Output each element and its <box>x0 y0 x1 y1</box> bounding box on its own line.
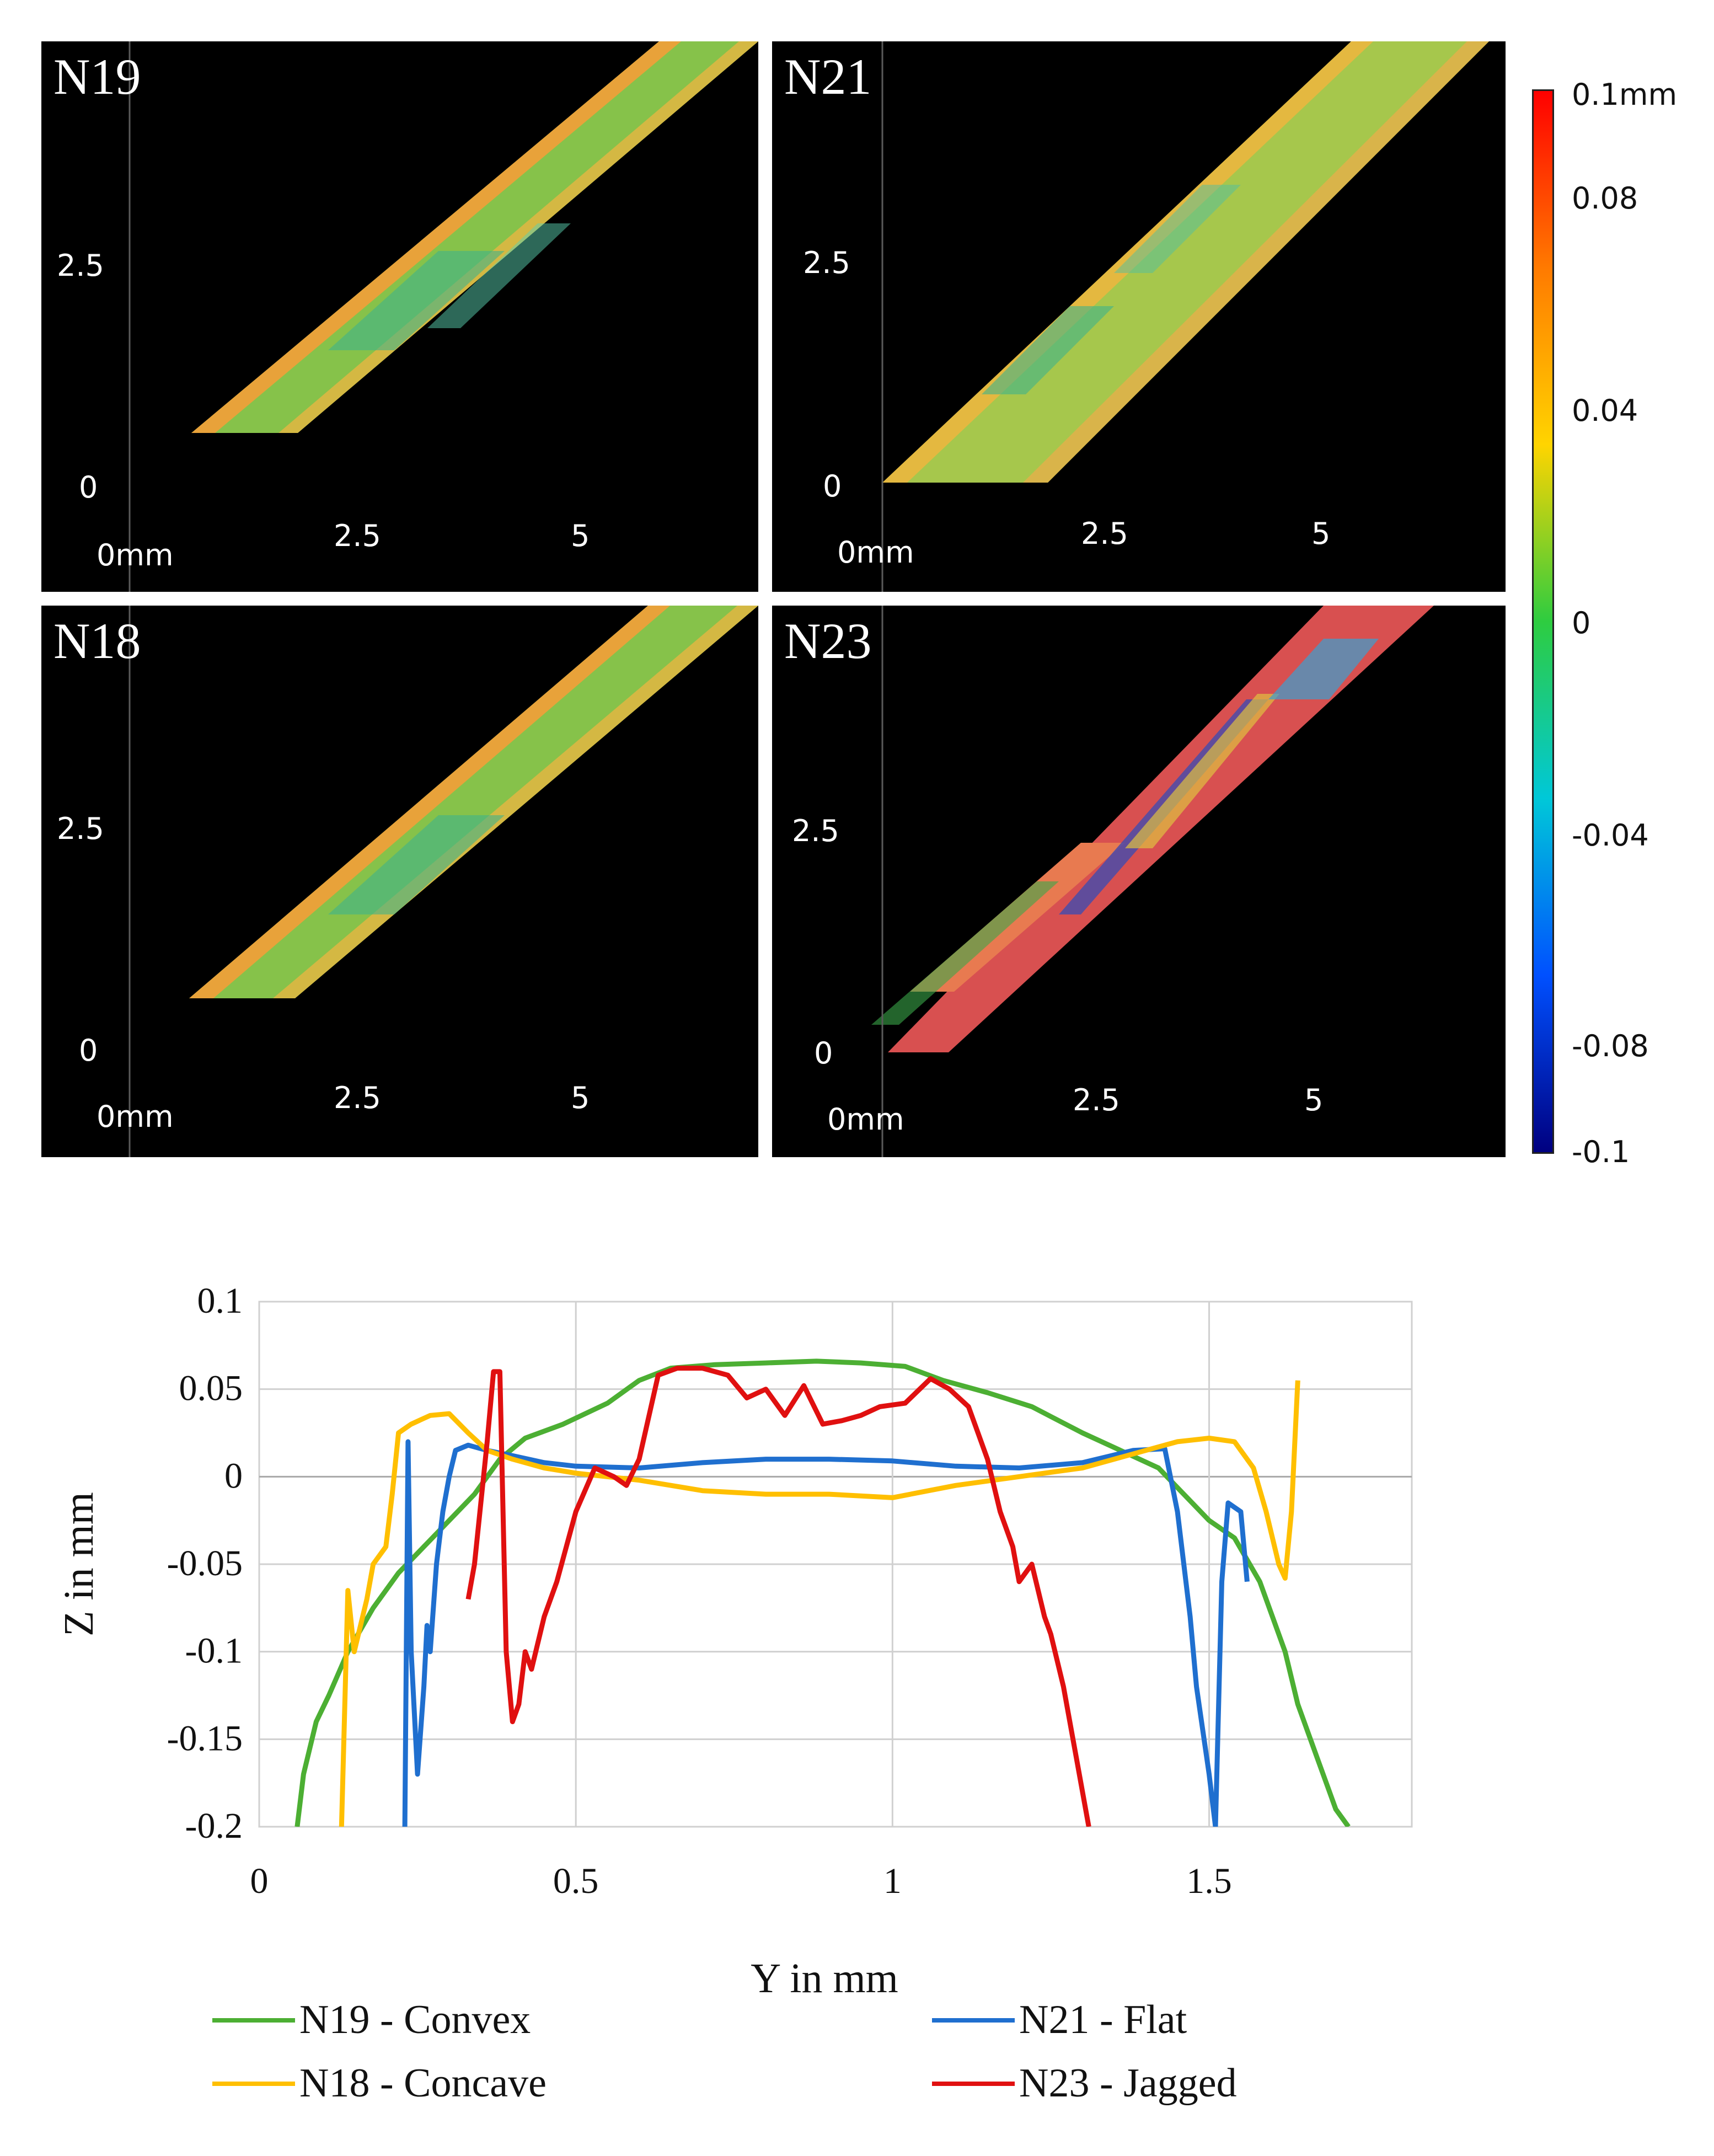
y-tick-0: 0 <box>79 1033 98 1068</box>
x-tick-origin: 0mm <box>97 538 174 573</box>
colorbar-label-0-1mm: 0.1mm <box>1572 77 1678 112</box>
x-tick-2-5: 2.5 <box>1073 1083 1120 1117</box>
legend-item-n19: N19 - Convex <box>212 1997 531 2043</box>
x-tick-2-5: 2.5 <box>1081 516 1128 551</box>
x-tick-label: 1.5 <box>1186 1861 1232 1901</box>
y-axis-title: Z in mm <box>56 1492 102 1636</box>
x-tick-label: 0 <box>250 1861 269 1901</box>
series-line-n18 <box>339 1380 1300 1827</box>
panel-label-n19: N19 <box>53 49 141 105</box>
legend-label-n23: N23 - Jagged <box>1019 2061 1237 2106</box>
series-line-n19 <box>294 1358 1351 1827</box>
y-tick-0: 0 <box>823 469 842 504</box>
x-tick-label: 1 <box>883 1861 902 1901</box>
legend-label-n21: N21 - Flat <box>1019 1997 1187 2042</box>
legend-item-n18: N18 - Concave <box>212 2060 547 2107</box>
colorbar-label-minus-0-04: -0.04 <box>1572 818 1649 853</box>
y-tick-label: 0.05 <box>179 1368 243 1409</box>
y-tick-0: 0 <box>79 470 98 505</box>
y-tick-label: -0.05 <box>167 1543 243 1583</box>
profile-line-chart: 0.10.050-0.05-0.1-0.15-0.20 0.5 1 1.5Y in m… <box>56 1281 1413 2002</box>
legend-swatch-n18 <box>212 2081 295 2086</box>
x-axis-title: Y in mm <box>751 1955 898 2002</box>
colorbar-label-0-08: 0.08 <box>1572 181 1638 216</box>
legend-item-n21: N21 - Flat <box>932 1997 1187 2043</box>
x-tick-2-5: 2.5 <box>334 1080 381 1115</box>
x-tick-5: 5 <box>1311 516 1331 551</box>
y-tick-label: -0.15 <box>167 1718 243 1758</box>
y-tick-label: 0.1 <box>197 1281 243 1321</box>
series-line-n23 <box>465 1366 1091 1827</box>
colorbar-label-0-04: 0.04 <box>1572 393 1638 428</box>
legend-swatch-n23 <box>932 2081 1015 2086</box>
surface-panel-n21: N21 2.5 0 0mm 2.5 5 <box>772 41 1506 592</box>
colorbar-label-minus-0-1: -0.1 <box>1572 1135 1630 1169</box>
surface-map-n23 <box>871 606 1434 1157</box>
series-line-n21 <box>402 1439 1250 1827</box>
colorbar-label-minus-0-08: -0.08 <box>1572 1029 1649 1063</box>
y-tick-label: -0.1 <box>185 1631 243 1671</box>
surface-panel-n18: N18 2.5 0 0mm 2.5 5 <box>41 606 758 1157</box>
colorbar <box>1532 89 1554 1154</box>
y-tick-2-5: 2.5 <box>803 245 850 280</box>
colorbar-label-0: 0 <box>1572 606 1591 640</box>
x-tick-2-5: 2.5 <box>334 518 381 553</box>
surface-panel-n23: N23 2.5 0 0mm 2.5 5 <box>772 606 1506 1157</box>
x-tick-origin: 0mm <box>97 1099 174 1134</box>
y-tick-2-5: 2.5 <box>792 814 839 848</box>
legend-label-n19: N19 - Convex <box>299 1997 531 2042</box>
x-tick-5: 5 <box>571 1080 590 1115</box>
x-tick-origin: 0mm <box>827 1102 904 1137</box>
x-tick-origin: 0mm <box>837 535 914 570</box>
surface-map-n18 <box>128 606 758 1157</box>
surface-panel-n19: N19 2.5 0 0mm 2.5 5 <box>41 41 758 592</box>
y-tick-2-5: 2.5 <box>57 248 104 283</box>
panel-label-n21: N21 <box>784 49 872 105</box>
legend-item-n23: N23 - Jagged <box>932 2060 1237 2107</box>
y-tick-0: 0 <box>814 1036 833 1071</box>
panel-label-n23: N23 <box>784 613 872 669</box>
y-tick-label: -0.2 <box>185 1806 243 1846</box>
legend-swatch-n19 <box>212 2018 295 2023</box>
legend-label-n18: N18 - Concave <box>299 2061 547 2106</box>
x-tick-5: 5 <box>571 518 590 553</box>
x-tick-5: 5 <box>1304 1083 1324 1117</box>
legend-swatch-n21 <box>932 2018 1015 2023</box>
x-tick-label: 0.5 <box>553 1861 599 1901</box>
y-tick-label: 0 <box>224 1456 243 1496</box>
surface-map-n21 <box>881 41 1489 592</box>
y-tick-2-5: 2.5 <box>57 811 104 846</box>
panel-label-n18: N18 <box>53 613 141 669</box>
surface-map-n19 <box>128 41 758 592</box>
